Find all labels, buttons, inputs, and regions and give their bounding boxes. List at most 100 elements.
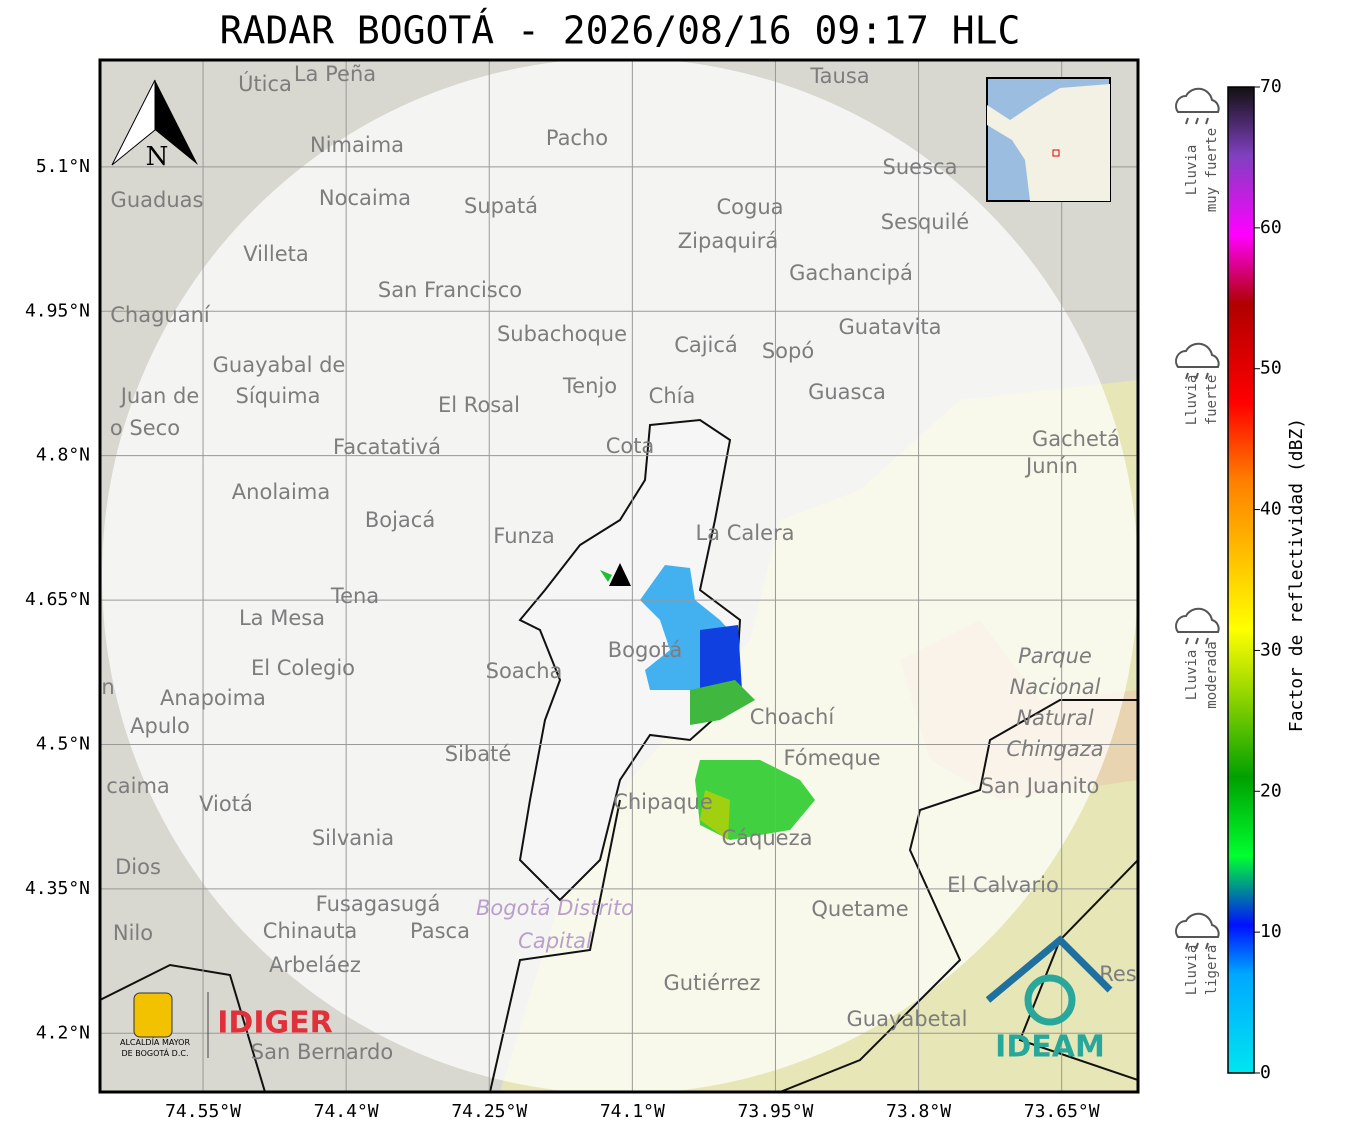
weather-icon [1175,912,1220,938]
radar-echoes [600,565,815,840]
place-label: Nocaima [319,186,411,210]
district-label: Bogotá Distrito [476,896,634,920]
legend-label: Lluvia [1184,945,1200,996]
alcaldia-text: DE BOGOTÁ D.C. [121,1047,188,1058]
alcaldia-text: ALCALDÍA MAYOR [120,1036,190,1047]
place-label: Bojacá [365,508,435,532]
place-label: Bogotá [608,638,683,662]
colorbar-tick-label: 60 [1260,217,1282,238]
place-label: Facatativá [333,435,441,459]
place-label: Tausa [809,64,869,88]
place-label: Choachí [750,705,836,729]
place-label: Cajicá [674,333,738,357]
rain-drops [1185,637,1209,645]
park-label: Natural [1016,706,1094,730]
place-label: La Peña [294,62,376,86]
colorbar-tick-label: 10 [1260,921,1282,942]
place-label: La Mesa [239,606,325,630]
legend-label: Lluvia [1184,650,1200,701]
place-label: Fómeque [783,746,880,770]
place-label: Junín [1024,454,1078,478]
place-label: Anolaima [232,480,330,504]
place-label: Gachetá [1032,427,1120,451]
place-label: Apulo [130,714,190,738]
place-label: Pasca [410,919,470,943]
place-label: Gachancipá [789,261,913,285]
park-label: Chingaza [1006,737,1103,761]
district-border [518,418,742,902]
place-label: o Seco [110,416,180,440]
place-label: Tenjo [562,374,617,398]
weather-icon [1175,342,1220,368]
map: Útica La Peña Tausa Nimaima Pacho Guaduas Noca… [100,60,1138,1092]
place-label: Chinauta [263,919,357,943]
place-label: Funza [493,524,554,548]
legend-label: ligera [1204,945,1220,996]
place-label: Zipaquirá [678,229,778,253]
logos: ALCALDÍA MAYOR DE BOGOTÁ D.C. IDIGER IDE… [120,935,1113,1065]
colorbar-tick-label: 40 [1260,499,1282,520]
y-tick-label: 4.65°N [25,589,90,610]
legend-item: Lluvia ligera [1175,912,1220,996]
colorbar [1227,86,1255,1074]
ideam-logo: IDEAM [995,1030,1105,1065]
place-label: Guaduas [111,188,204,212]
place-label: n [101,675,114,699]
legend-item: Lluvia fuerte [1175,342,1220,426]
place-label: Guatavita [839,315,942,339]
x-tick-label: 74.25°W [451,1101,527,1122]
y-tick-label: 5.1°N [36,156,90,177]
place-label: Villeta [243,242,308,266]
colorbar-tick-label: 70 [1260,76,1282,97]
rain-drops [1185,117,1209,125]
place-label: El Calvario [947,873,1059,897]
place-label: Útica [238,71,292,96]
place-label: Anapoima [160,686,266,710]
place-label: San Francisco [378,278,522,302]
place-label: Sesquilé [881,210,969,234]
map-frame [98,58,1140,1094]
y-tick-label: 4.8°N [36,445,90,466]
place-label: Silvania [312,826,394,850]
x-tick-label: 73.95°W [738,1101,814,1122]
place-label: Chipaque [613,790,713,814]
district-label: Capital [518,929,592,953]
place-label: San Juanito [981,774,1100,798]
place-label: Soacha [486,659,563,683]
legend-label: fuerte [1204,375,1220,426]
legend-label: Lluvia [1184,375,1200,426]
inset [986,77,1111,202]
radar-site [609,563,631,586]
place-label: El Colegio [251,656,355,680]
place-label: El Rosal [438,393,520,417]
legend-label: muy fuerte [1204,128,1220,212]
place-label: Suesca [883,155,958,179]
place-label: Guayabetal [847,1007,968,1031]
place-label: Pacho [546,126,608,150]
place-label: Cota [606,434,655,458]
place-label: Subachoque [497,322,627,346]
y-tick-label: 4.2°N [36,1022,90,1043]
legend-item: Lluvia muy fuerte [1175,87,1220,212]
place-label: Quetame [811,897,908,921]
place-label: Arbeláez [269,953,361,977]
place-label: Viotá [199,792,253,816]
x-tick-label: 74.1°W [600,1101,665,1122]
idiger-logo: IDIGER [217,1006,332,1041]
place-label: Cogua [716,195,783,219]
y-tick-label: 4.95°N [25,300,90,321]
north-label: N [146,142,169,172]
x-tick-label: 74.55°W [165,1101,241,1122]
place-label: Nilo [113,921,153,945]
place-label: Sopó [762,339,814,363]
x-tick-label: 74.4°W [314,1101,379,1122]
colorbar-tick-label: 30 [1260,639,1282,660]
place-label: Cáqueza [722,826,813,850]
y-tick-label: 4.35°N [25,878,90,899]
place-label: Dios [115,855,161,879]
title: RADAR BOGOTÁ - 2026/08/16 09:17 HLC [220,9,1021,53]
place-label: Guasca [808,380,886,404]
place-label: Fusagasugá [316,892,441,916]
